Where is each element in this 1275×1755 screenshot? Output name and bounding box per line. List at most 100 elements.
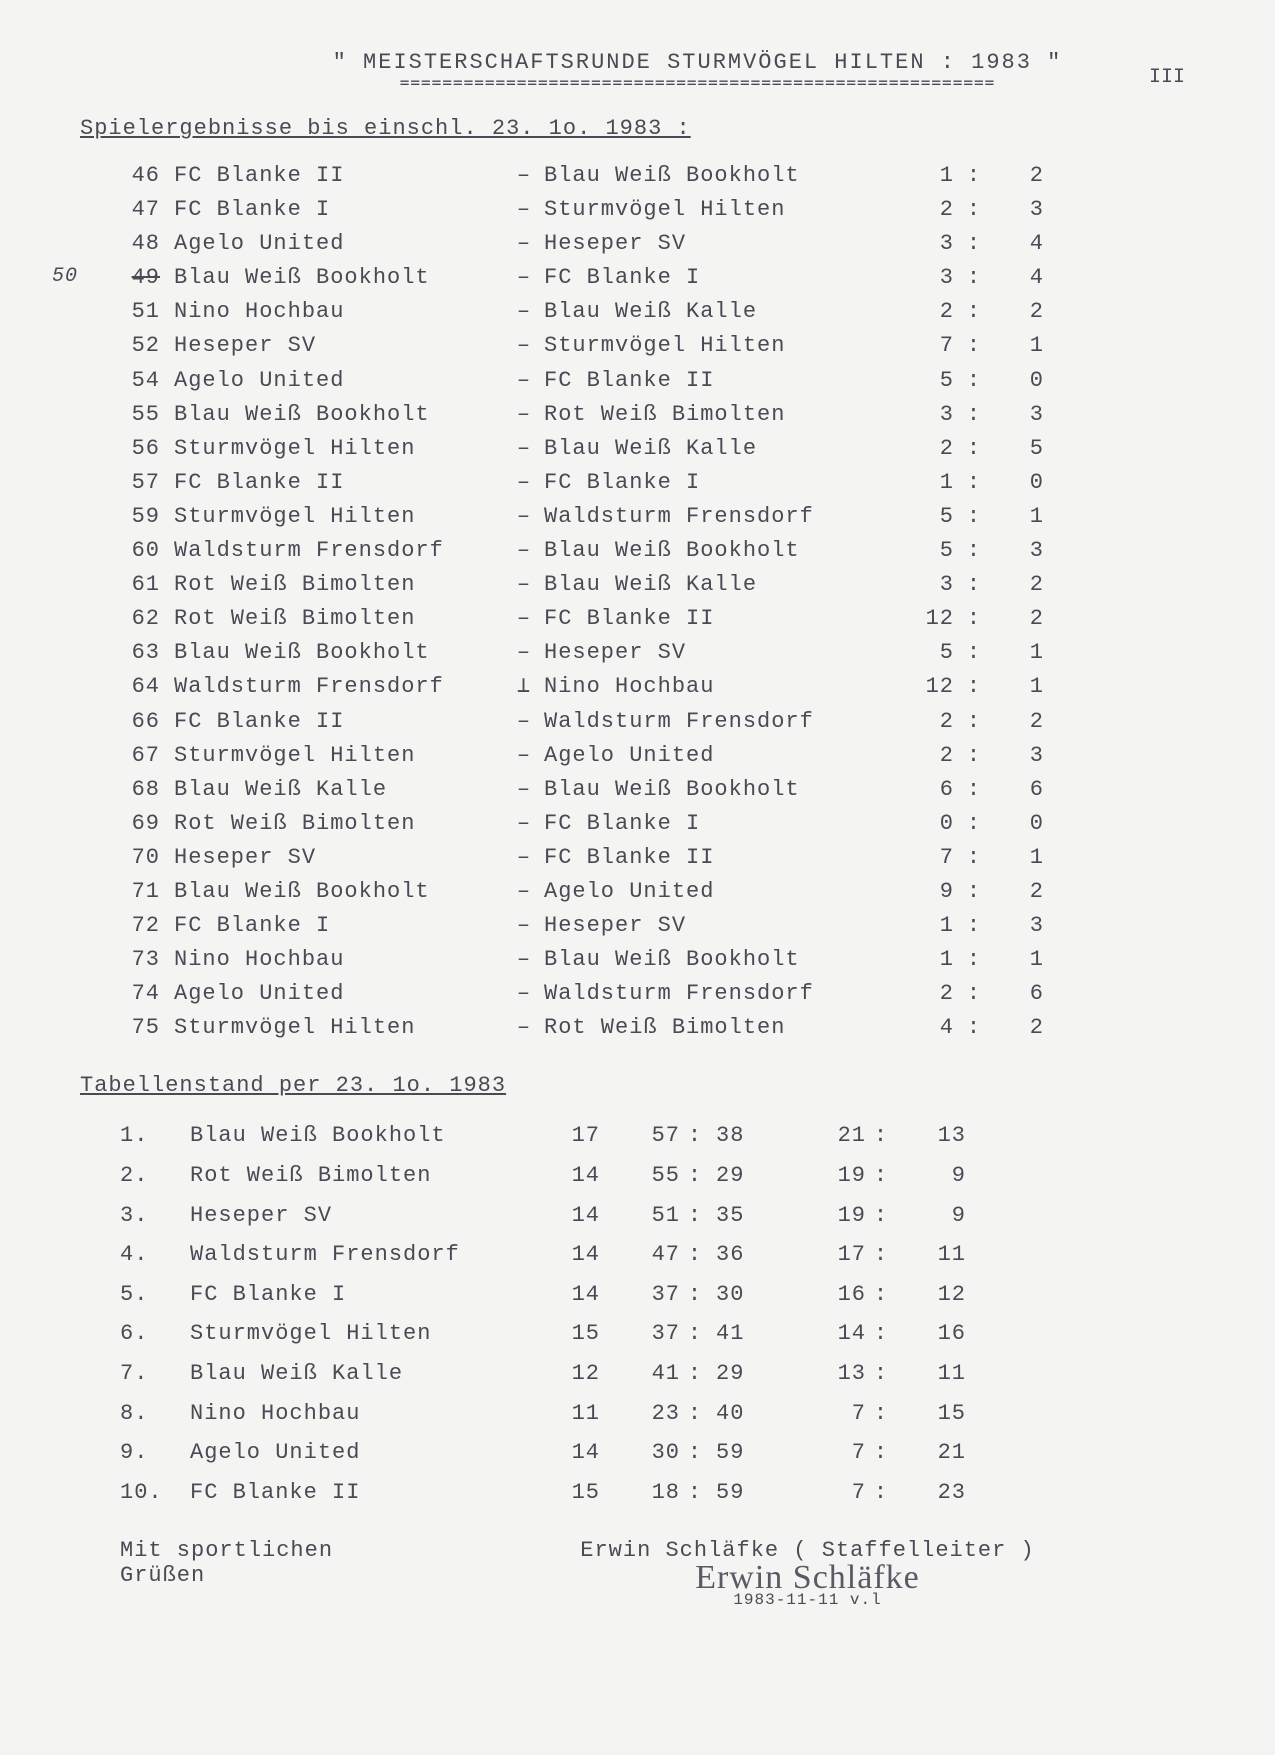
goals-for: 57 xyxy=(600,1116,680,1156)
dash-icon: – xyxy=(504,227,544,261)
dash-icon: – xyxy=(504,875,544,909)
colon-icon: : xyxy=(954,670,994,704)
match-away: Waldsturm Frensdorf xyxy=(544,705,904,739)
match-row: 67Sturmvögel Hilten–Agelo United2:3 xyxy=(80,739,1195,773)
match-no: 49 xyxy=(80,261,174,295)
dash-icon: – xyxy=(504,193,544,227)
standings-row: 6.Sturmvögel Hilten1537:4114:16 xyxy=(80,1314,1195,1354)
games: 14 xyxy=(530,1196,600,1236)
match-row: 49Blau Weiß Bookholt–FC Blanke I3:450 xyxy=(80,261,1195,295)
score-away: 5 xyxy=(994,432,1044,466)
match-home: Blau Weiß Bookholt xyxy=(174,636,504,670)
standings-row: 8.Nino Hochbau1123:407:15 xyxy=(80,1394,1195,1434)
games: 14 xyxy=(530,1275,600,1315)
colon-icon: : xyxy=(954,534,994,568)
colon-icon: : xyxy=(866,1394,896,1434)
goals-against: 30 xyxy=(710,1275,786,1315)
match-away: Waldsturm Frensdorf xyxy=(544,500,904,534)
team-name: Sturmvögel Hilten xyxy=(190,1314,530,1354)
score-away: 3 xyxy=(994,739,1044,773)
points-plus: 16 xyxy=(786,1275,866,1315)
points-minus: 13 xyxy=(896,1116,966,1156)
colon-icon: : xyxy=(954,432,994,466)
goals-against: 59 xyxy=(710,1473,786,1513)
match-away: Blau Weiß Kalle xyxy=(544,295,904,329)
match-home: Nino Hochbau xyxy=(174,943,504,977)
signature-date: 1983-11-11 v.l xyxy=(420,1591,1195,1609)
score-home: 12 xyxy=(904,602,954,636)
games: 14 xyxy=(530,1235,600,1275)
match-no: 63 xyxy=(80,636,174,670)
standings-row: 4.Waldsturm Frensdorf1447:3617:11 xyxy=(80,1235,1195,1275)
score-away: 6 xyxy=(994,977,1044,1011)
match-row: 73Nino Hochbau–Blau Weiß Bookholt1:1 xyxy=(80,943,1195,977)
hand-correction: 50 xyxy=(52,261,78,292)
points-minus: 9 xyxy=(896,1196,966,1236)
score-away: 2 xyxy=(994,602,1044,636)
match-no: 72 xyxy=(80,909,174,943)
match-away: FC Blanke II xyxy=(544,841,904,875)
match-home: Agelo United xyxy=(174,227,504,261)
match-away: Blau Weiß Bookholt xyxy=(544,943,904,977)
score-away: 2 xyxy=(994,295,1044,329)
match-no: 62 xyxy=(80,602,174,636)
match-away: FC Blanke I xyxy=(544,807,904,841)
score-home: 7 xyxy=(904,329,954,363)
score-home: 5 xyxy=(904,636,954,670)
match-no: 68 xyxy=(80,773,174,807)
match-no: 71 xyxy=(80,875,174,909)
games: 12 xyxy=(530,1354,600,1394)
score-away: 1 xyxy=(994,841,1044,875)
colon-icon: : xyxy=(954,398,994,432)
goals-for: 51 xyxy=(600,1196,680,1236)
points-minus: 23 xyxy=(896,1473,966,1513)
page-title: " MEISTERSCHAFTSRUNDE STURMVÖGEL HILTEN … xyxy=(200,50,1195,75)
games: 15 xyxy=(530,1314,600,1354)
colon-icon: : xyxy=(954,943,994,977)
team-name: FC Blanke I xyxy=(190,1275,530,1315)
match-no: 70 xyxy=(80,841,174,875)
dash-icon: – xyxy=(504,977,544,1011)
match-away: Rot Weiß Bimolten xyxy=(544,398,904,432)
match-home: Blau Weiß Bookholt xyxy=(174,261,504,295)
match-away: Agelo United xyxy=(544,739,904,773)
colon-icon: : xyxy=(954,875,994,909)
team-name: FC Blanke II xyxy=(190,1473,530,1513)
standings-table: 1.Blau Weiß Bookholt1757:3821:132.Rot We… xyxy=(80,1116,1195,1512)
match-no: 54 xyxy=(80,364,174,398)
rank: 2. xyxy=(80,1156,190,1196)
match-row: 55Blau Weiß Bookholt–Rot Weiß Bimolten3:… xyxy=(80,398,1195,432)
rank: 8. xyxy=(80,1394,190,1434)
match-home: FC Blanke I xyxy=(174,193,504,227)
games: 15 xyxy=(530,1473,600,1513)
page-number: III xyxy=(1149,66,1185,89)
match-no: 74 xyxy=(80,977,174,1011)
score-home: 2 xyxy=(904,705,954,739)
match-row: 54Agelo United–FC Blanke II5:0 xyxy=(80,364,1195,398)
colon-icon: : xyxy=(954,500,994,534)
match-home: Heseper SV xyxy=(174,841,504,875)
match-no: 46 xyxy=(80,159,174,193)
rank: 6. xyxy=(80,1314,190,1354)
match-away: FC Blanke I xyxy=(544,466,904,500)
points-plus: 19 xyxy=(786,1196,866,1236)
dash-icon: – xyxy=(504,568,544,602)
rank: 1. xyxy=(80,1116,190,1156)
match-row: 59Sturmvögel Hilten–Waldsturm Frensdorf5… xyxy=(80,500,1195,534)
match-away: Blau Weiß Bookholt xyxy=(544,534,904,568)
colon-icon: : xyxy=(954,841,994,875)
score-away: 6 xyxy=(994,773,1044,807)
games: 11 xyxy=(530,1394,600,1434)
colon-icon: : xyxy=(866,1473,896,1513)
colon-icon: : xyxy=(954,909,994,943)
rank: 3. xyxy=(80,1196,190,1236)
match-row: 61Rot Weiß Bimolten–Blau Weiß Kalle3:2 xyxy=(80,568,1195,602)
score-home: 2 xyxy=(904,295,954,329)
score-home: 1 xyxy=(904,943,954,977)
match-no: 64 xyxy=(80,670,174,704)
colon-icon: : xyxy=(954,261,994,295)
colon-icon: : xyxy=(954,364,994,398)
points-plus: 7 xyxy=(786,1433,866,1473)
score-away: 1 xyxy=(994,329,1044,363)
match-home: Sturmvögel Hilten xyxy=(174,1011,504,1045)
